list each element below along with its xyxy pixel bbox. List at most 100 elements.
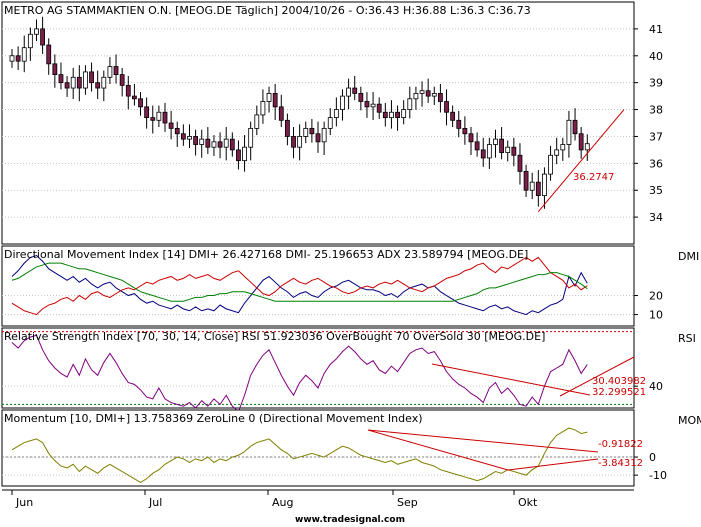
candle-body <box>291 136 296 148</box>
candle-body <box>242 146 247 162</box>
candle-body <box>437 93 443 102</box>
candle-body <box>254 114 260 129</box>
candle-body <box>46 44 52 65</box>
ytick-label-0: 40 <box>649 50 663 63</box>
candle-body <box>27 33 33 49</box>
candle-body <box>40 28 45 46</box>
trendline <box>537 109 625 213</box>
candle-body <box>468 133 474 143</box>
candle-body <box>419 90 425 94</box>
candle-body <box>370 103 376 108</box>
series-line <box>11 262 588 302</box>
candle-body <box>352 87 358 94</box>
candle-body <box>156 111 162 121</box>
xtick-label: Aug <box>272 496 293 509</box>
candle-body <box>223 138 229 148</box>
candle-body <box>205 138 211 148</box>
candle-body <box>150 117 156 121</box>
panel-label: MOM <box>678 414 701 427</box>
candle-body <box>199 138 205 145</box>
candle-body <box>15 55 21 62</box>
candle-body <box>364 101 370 108</box>
candle-body <box>131 95 137 100</box>
candle-body <box>52 63 58 75</box>
xtick-label: Sep <box>397 496 418 509</box>
candle-body <box>535 181 541 196</box>
candle-body <box>34 28 39 35</box>
candle-body <box>236 149 241 162</box>
value-annotation: 30.403982 <box>592 376 646 387</box>
candle-body <box>346 87 352 97</box>
trendline <box>431 363 591 396</box>
trendline <box>559 356 635 397</box>
ytick-label-0: 39 <box>649 77 663 90</box>
candle-body <box>425 90 431 97</box>
candle-body <box>444 101 449 113</box>
candle-body <box>260 101 266 116</box>
watermark: www.tradesignal.com <box>295 515 405 525</box>
candle-body <box>548 154 553 175</box>
candle-body <box>486 144 492 159</box>
candle-body <box>529 181 535 191</box>
panel-title: Directional Movement Index [14] DMI+ 26.… <box>4 248 528 261</box>
candle-body <box>180 133 186 140</box>
value-annotation: 36.2747 <box>573 172 614 183</box>
candle-body <box>76 76 82 89</box>
panel-3: 0 -10 MOM -0.91822 -3.84312 Momentum [10, DMI… <box>1 409 701 487</box>
xtick-label: Jul <box>148 496 162 509</box>
xtick-label: Okt <box>518 496 538 509</box>
candle-body <box>462 127 468 135</box>
candle-body <box>297 136 303 148</box>
candle-body <box>266 93 272 102</box>
candle-body <box>217 141 223 148</box>
candle-body <box>395 111 400 119</box>
candle-body <box>83 71 88 89</box>
candle-body <box>309 127 315 135</box>
candle-body <box>162 111 168 124</box>
candle-body <box>511 146 517 156</box>
candle-body <box>193 136 199 145</box>
panel-title: Momentum [10, DMI+] 13.758369 ZeroLine 0… <box>4 412 423 425</box>
ytick-label-1: 10 <box>649 309 663 322</box>
ytick-label-0: 37 <box>649 130 663 143</box>
candle-body <box>413 93 419 100</box>
trendline <box>367 429 599 453</box>
candle-body <box>113 66 119 75</box>
candle-body <box>340 95 345 110</box>
candle-body <box>138 98 143 108</box>
value-annotation: 32.299521 <box>592 387 646 398</box>
candle-body <box>584 143 590 151</box>
candle-body <box>389 111 394 119</box>
ytick-label-0: 34 <box>649 211 663 224</box>
panel-title: Relative Strength Index [70, 30, 14, Clo… <box>4 330 545 343</box>
candle-body <box>278 106 284 121</box>
ytick-label-1: 20 <box>649 290 663 303</box>
candle-body <box>456 119 462 129</box>
candle-body <box>517 154 523 172</box>
candle-body <box>21 47 27 62</box>
candle-body <box>572 119 578 135</box>
candle-body <box>125 84 131 97</box>
candle-body <box>315 133 321 143</box>
candle-body <box>144 106 150 119</box>
candle-body <box>95 82 101 89</box>
ytick-label-0: 36 <box>649 157 663 170</box>
candle-body <box>101 76 107 89</box>
ytick-label-2: 40 <box>649 380 663 393</box>
candle-body <box>248 127 254 148</box>
candle-body <box>284 119 290 137</box>
candle-body <box>64 82 70 89</box>
panel-label: RSI <box>678 332 696 345</box>
ytick-label-3: 0 <box>649 451 656 464</box>
candle-body <box>333 109 339 119</box>
xtick-label: Jun <box>15 496 33 509</box>
candle-body <box>89 71 94 84</box>
ytick-label-0: 41 <box>649 23 663 36</box>
ytick-label-0: 35 <box>649 184 663 197</box>
candle-body <box>168 122 174 129</box>
candle-body <box>431 93 437 97</box>
candle-body <box>58 74 64 84</box>
candle-body <box>107 66 113 78</box>
candle-body <box>578 133 584 151</box>
